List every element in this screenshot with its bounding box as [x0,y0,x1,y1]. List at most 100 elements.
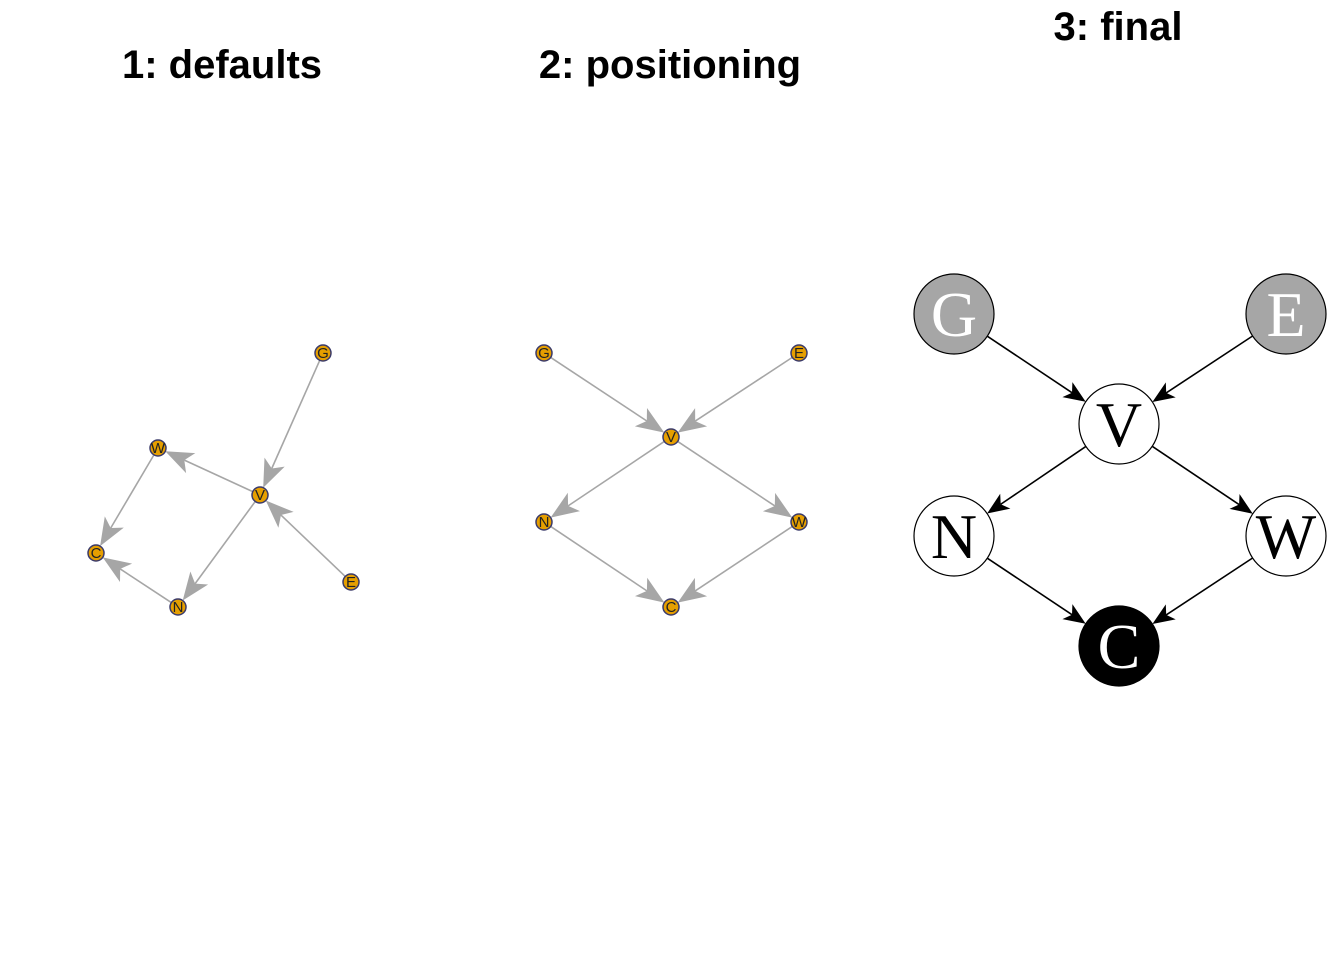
node-circle [662,598,680,616]
arrowhead [165,451,196,474]
edge-line [550,525,648,592]
node-W: W [1245,495,1327,577]
node-circle [1245,495,1327,577]
node-label: W [1256,501,1317,572]
nodes-defaults: G E V W N C [87,344,360,616]
node-circle [535,344,553,362]
edge-E-V [1152,335,1254,402]
edge-W-C [100,454,155,547]
node-E: E [790,344,808,362]
node-G: G [913,273,995,355]
nodes-final: G E V N W C [913,273,1327,687]
edge-line [986,335,1073,394]
edge-line [1165,557,1254,616]
edge-V-N [987,445,1087,514]
edge-line [694,356,793,422]
node-label: G [538,345,550,362]
node-C: C [87,544,105,562]
node-circle [87,544,105,562]
edge-V-N [182,500,256,601]
edge-V-W [165,451,254,493]
arrowhead [634,408,665,433]
node-circle [149,439,167,457]
node-G: G [314,344,332,362]
edge-G-V [986,335,1086,402]
edge-W-C [1152,557,1254,624]
node-W: W [790,513,808,531]
arrowhead [1229,494,1253,514]
edge-line [567,440,665,507]
node-E: E [1245,273,1327,355]
node-circle [790,513,808,531]
panel-positioning: 2: positioning G E V N W C [535,43,808,616]
panel-title-positioning: 2: positioning [539,43,801,87]
node-label: V [666,429,676,446]
node-circle [1245,273,1327,355]
node-label: E [346,574,356,591]
node-circle [913,495,995,577]
arrowhead [102,557,133,582]
edges-defaults [100,359,346,604]
node-circle [342,573,360,591]
node-circle [790,344,808,362]
edge-G-V [263,359,321,488]
panel-title-defaults: 1: defaults [122,43,322,87]
edge-V-N [550,440,665,518]
edge-E-V [677,356,793,433]
edge-N-C [102,557,172,604]
edge-line [1165,335,1254,394]
node-circle [662,428,680,446]
edge-line [119,568,172,604]
edge-line [184,459,254,493]
arrowhead [677,577,708,603]
arrowhead [635,577,665,603]
node-label: C [666,599,677,616]
edge-line [694,525,793,592]
panel-final: 3: final G E V N W C [913,5,1327,687]
node-label: V [255,487,265,504]
node-label: W [151,440,166,457]
node-C: C [1078,605,1160,687]
node-label: G [317,345,329,362]
edge-line [1000,445,1087,505]
arrowhead [987,493,1011,514]
edge-W-C [677,525,793,603]
edge-N-C [550,525,665,603]
edge-N-C [986,557,1086,624]
node-circle [314,344,332,362]
arrowhead [762,492,793,518]
arrowhead [100,516,124,547]
node-N: N [535,513,553,531]
node-label: N [539,514,550,531]
node-label: N [931,501,977,572]
arrowhead [1062,382,1086,402]
arrowhead [550,492,580,518]
arrowhead [265,500,294,528]
node-circle [169,598,187,616]
node-label: N [173,599,184,616]
edge-line [194,500,256,585]
arrowhead [1062,604,1086,624]
arrowhead [263,457,285,488]
edge-line [986,557,1073,616]
node-V: V [662,428,680,446]
node-label: C [1098,611,1141,682]
node-V: V [1078,383,1160,465]
node-circle [535,513,553,531]
edge-line [280,514,346,578]
node-label: G [931,279,977,350]
panel-title-final: 3: final [1054,5,1183,49]
edge-line [677,440,776,507]
arrowhead [677,408,708,433]
node-E: E [342,573,360,591]
node-circle [1078,383,1160,465]
edges-positioning [550,356,793,603]
node-label: E [794,345,804,362]
edge-V-W [1151,445,1253,514]
edge-V-W [677,440,793,518]
node-N: N [913,495,995,577]
edge-line [110,454,155,529]
edge-G-V [550,356,665,433]
node-N: N [169,598,187,616]
